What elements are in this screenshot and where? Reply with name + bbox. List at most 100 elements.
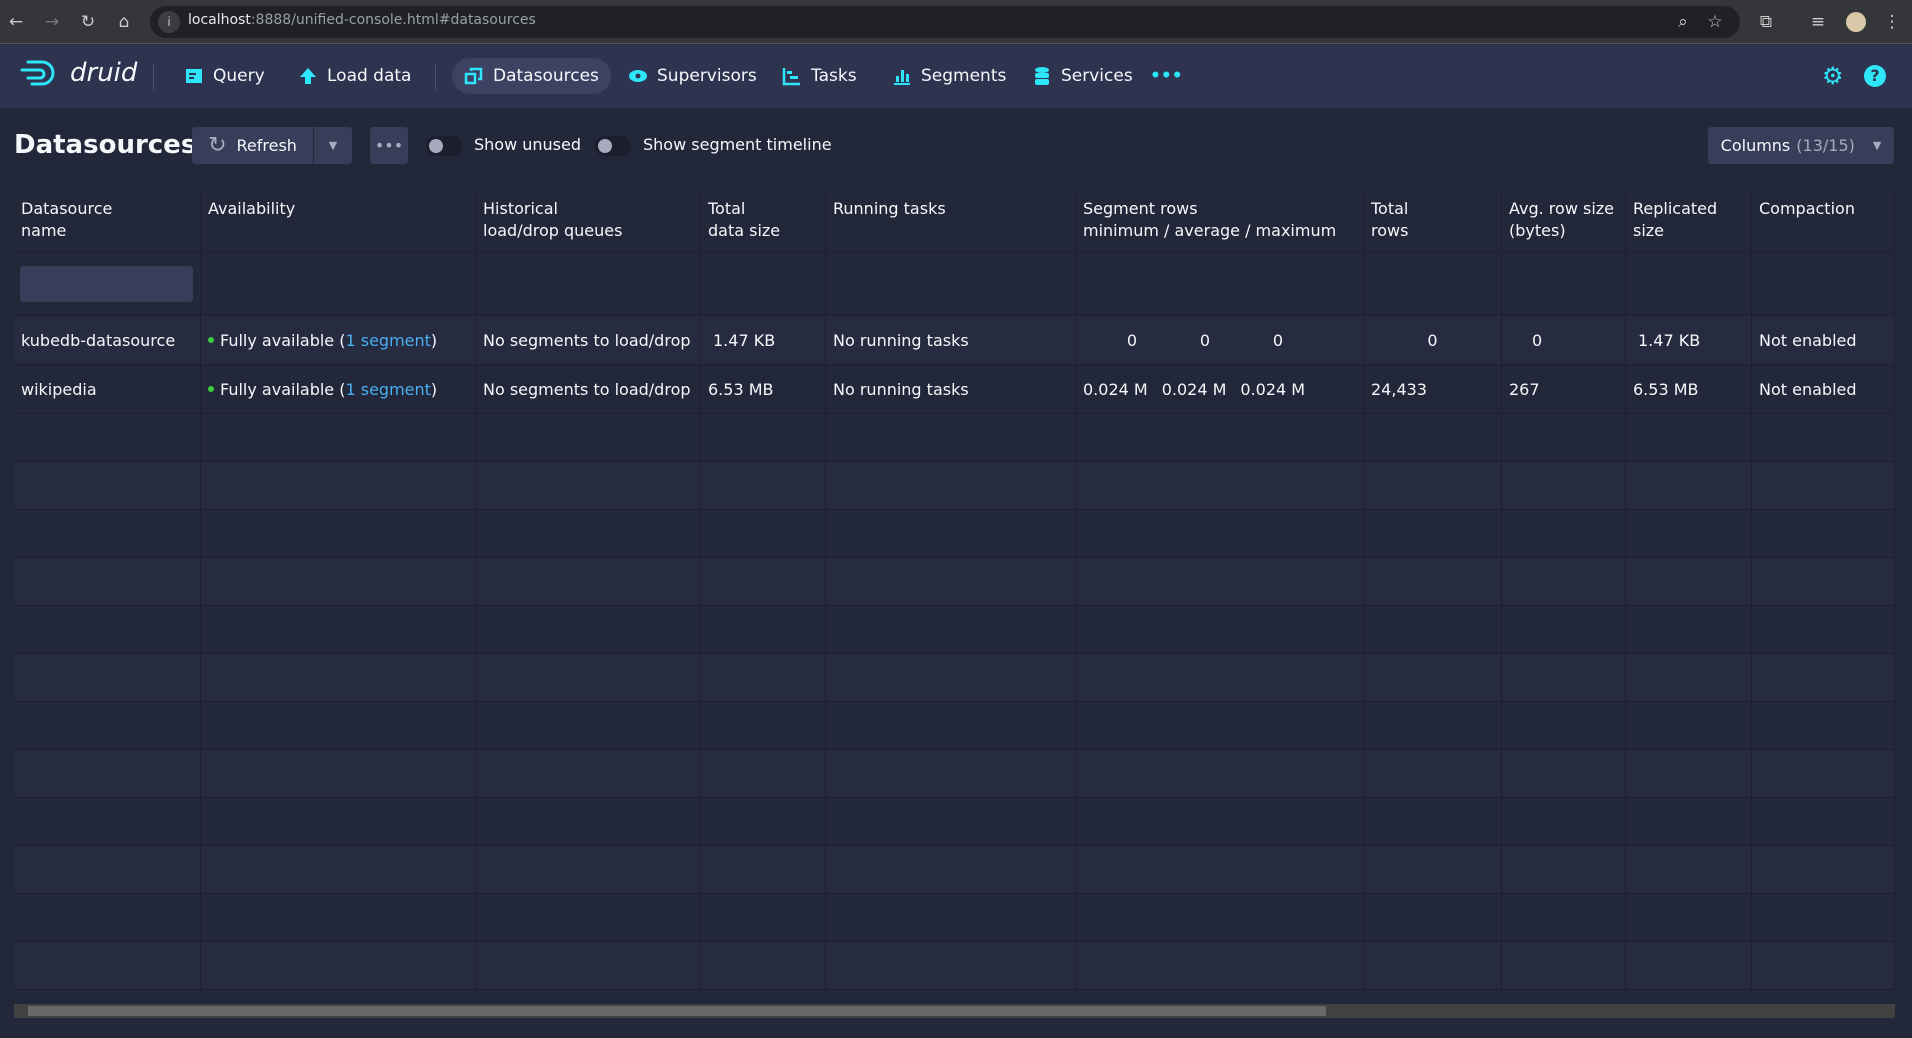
show-unused-toggle[interactable]	[426, 136, 462, 156]
table-cell	[476, 253, 701, 315]
header-line: Datasource	[21, 199, 113, 218]
table-cell	[826, 750, 1076, 797]
cell-avg-row: 267	[1509, 379, 1540, 399]
header-line: Total	[1371, 199, 1409, 218]
table-cell	[201, 798, 476, 845]
table-cell	[1626, 894, 1752, 941]
zoom-icon[interactable]: ⌕	[1678, 12, 1688, 32]
table-cell	[1364, 558, 1502, 605]
menu-icon[interactable]: ⋮	[1883, 12, 1901, 32]
table-cell	[701, 894, 826, 941]
header-line: Total	[708, 199, 746, 218]
column-header[interactable]: Segment rows minimum / average / maximum	[1076, 188, 1364, 252]
segments-link[interactable]: 1 segment	[345, 379, 431, 399]
nav-supervisors[interactable]: Supervisors	[616, 58, 769, 94]
columns-button[interactable]: Columns (13/15) ▼	[1708, 127, 1894, 164]
column-header-label: Availability	[208, 198, 295, 220]
column-header-label: Total data size	[708, 198, 780, 242]
cell-seg-min: 0.024 M	[1083, 379, 1148, 399]
refresh-dropdown-button[interactable]: ▼	[314, 127, 352, 164]
column-header[interactable]: Total data size	[701, 188, 826, 252]
nav-query[interactable]: Query	[172, 58, 277, 94]
star-icon[interactable]: ☆	[1707, 12, 1723, 32]
more-icon: •••	[1150, 66, 1183, 86]
cell-total-rows: 0	[1427, 330, 1438, 350]
header-line: Historical	[483, 199, 558, 218]
home-icon[interactable]: ⌂	[118, 12, 130, 32]
column-header[interactable]: Compaction	[1752, 188, 1895, 252]
table-cell	[476, 654, 701, 701]
nav-services[interactable]: Services	[1020, 58, 1145, 94]
table-cell	[1364, 942, 1502, 989]
query-icon	[186, 69, 202, 83]
table-cell	[701, 654, 826, 701]
segments-link[interactable]: 1 segment	[345, 330, 431, 350]
show-segment-timeline-toggle[interactable]	[595, 136, 631, 156]
reload-icon[interactable]: ↻	[80, 12, 96, 32]
upload-icon	[300, 68, 316, 84]
table-cell	[1502, 894, 1626, 941]
url-host: localhost	[188, 12, 251, 28]
info-icon[interactable]: i	[158, 11, 180, 33]
database-icon	[1035, 67, 1049, 85]
cell-name: wikipedia	[21, 379, 97, 399]
table-cell: No running tasks	[826, 316, 1076, 364]
nav-datasources[interactable]: Datasources	[452, 58, 611, 94]
more-actions-button[interactable]: •••	[370, 127, 408, 164]
avatar[interactable]	[1846, 12, 1866, 32]
column-header[interactable]: Replicated size	[1626, 188, 1752, 252]
column-header[interactable]: Datasource name	[14, 188, 201, 252]
table-cell	[201, 894, 476, 941]
nav-segments[interactable]: Segments	[880, 58, 1018, 94]
table-cell	[201, 702, 476, 749]
empty-row	[14, 894, 1895, 942]
table-cell	[1364, 798, 1502, 845]
column-header[interactable]: Running tasks	[826, 188, 1076, 252]
druid-logo[interactable]: druid	[20, 58, 137, 88]
horizontal-scrollbar[interactable]	[14, 1004, 1895, 1018]
table-cell: Fully available (1 segment)	[201, 365, 476, 413]
column-header[interactable]: Avg. row size (bytes)	[1502, 188, 1626, 252]
more-nav-button[interactable]: •••	[1138, 58, 1195, 94]
table-cell	[826, 558, 1076, 605]
table-cell	[701, 942, 826, 989]
table-cell	[1626, 414, 1752, 461]
nav-label: Datasources	[493, 66, 599, 86]
empty-row	[14, 462, 1895, 510]
table-cell: 0 0 0	[1076, 316, 1364, 364]
refresh-button[interactable]: ↻ Refresh	[192, 127, 313, 164]
extensions-icon[interactable]: ⧉	[1759, 12, 1773, 32]
empty-row	[14, 942, 1895, 990]
scrollbar-thumb[interactable]	[28, 1006, 1326, 1016]
column-header[interactable]: Availability	[201, 188, 476, 252]
cell-size: 6.53 MB	[708, 379, 774, 399]
table-cell	[476, 894, 701, 941]
table-cell	[1626, 846, 1752, 893]
table-cell	[1626, 558, 1752, 605]
datasource-name-filter[interactable]	[20, 266, 193, 302]
nav-load-data[interactable]: Load data	[286, 58, 423, 94]
table-cell	[1364, 750, 1502, 797]
availability-text: )	[430, 379, 438, 399]
table-cell	[1364, 253, 1502, 315]
column-header[interactable]: Historical load/drop queues	[476, 188, 701, 252]
table-cell	[826, 798, 1076, 845]
nav-label: Services	[1061, 66, 1133, 86]
settings-icon[interactable]: ⚙	[1822, 62, 1844, 90]
table-cell	[1076, 846, 1364, 893]
table-cell	[826, 846, 1076, 893]
empty-row	[14, 702, 1895, 750]
help-icon[interactable]: ?	[1864, 65, 1886, 87]
forward-icon[interactable]: →	[44, 12, 60, 32]
column-header[interactable]: Total rows	[1364, 188, 1502, 252]
address-bar[interactable]: i localhost:8888/unified-console.html#da…	[150, 6, 1740, 38]
table-cell	[826, 414, 1076, 461]
table-cell	[826, 942, 1076, 989]
table-cell	[701, 702, 826, 749]
header-line: Avg. row size	[1509, 199, 1615, 218]
table-cell	[476, 414, 701, 461]
nav-tasks[interactable]: Tasks	[770, 58, 869, 94]
back-icon[interactable]: ←	[8, 12, 24, 32]
media-icon[interactable]: ≡	[1810, 12, 1826, 32]
url-text[interactable]: localhost:8888/unified-console.html#data…	[188, 12, 536, 28]
